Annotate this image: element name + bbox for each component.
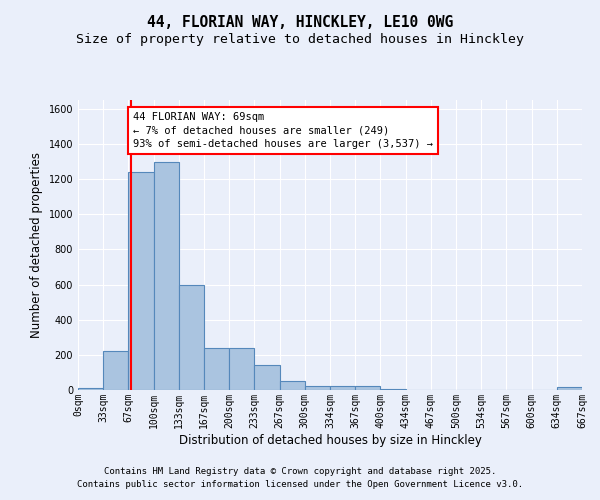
Text: Contains public sector information licensed under the Open Government Licence v3: Contains public sector information licen… <box>77 480 523 489</box>
Bar <box>305 386 330 390</box>
Bar <box>179 284 204 390</box>
Text: Size of property relative to detached houses in Hinckley: Size of property relative to detached ho… <box>76 32 524 46</box>
Bar <box>557 388 582 390</box>
Text: 44 FLORIAN WAY: 69sqm
← 7% of detached houses are smaller (249)
93% of semi-deta: 44 FLORIAN WAY: 69sqm ← 7% of detached h… <box>133 112 433 148</box>
Bar <box>128 172 154 390</box>
Bar <box>280 381 305 390</box>
Bar <box>204 348 229 390</box>
Y-axis label: Number of detached properties: Number of detached properties <box>30 152 43 338</box>
Bar <box>254 366 280 390</box>
Text: Contains HM Land Registry data © Crown copyright and database right 2025.: Contains HM Land Registry data © Crown c… <box>104 467 496 476</box>
Bar <box>103 352 128 390</box>
Bar <box>229 348 254 390</box>
X-axis label: Distribution of detached houses by size in Hinckley: Distribution of detached houses by size … <box>179 434 481 446</box>
Bar <box>355 386 380 390</box>
Text: 44, FLORIAN WAY, HINCKLEY, LE10 0WG: 44, FLORIAN WAY, HINCKLEY, LE10 0WG <box>147 15 453 30</box>
Bar <box>154 162 179 390</box>
Bar <box>330 386 355 390</box>
Bar <box>380 389 406 390</box>
Bar <box>78 388 103 390</box>
